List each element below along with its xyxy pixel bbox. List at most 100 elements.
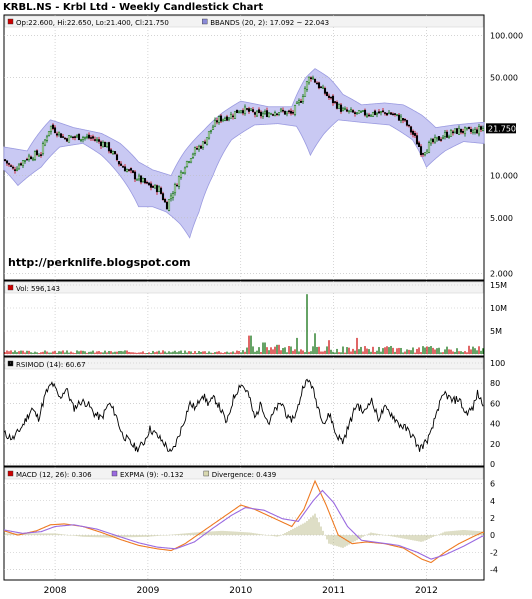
candle-body: [241, 110, 245, 114]
volume-bar: [98, 351, 100, 354]
divergence-bar: [122, 535, 124, 538]
divergence-bar: [428, 535, 430, 539]
candle-body: [393, 113, 397, 115]
divergence-bar: [188, 533, 190, 536]
divergence-bar: [262, 534, 264, 536]
candle-body: [309, 77, 313, 80]
volume-bar: [254, 351, 256, 354]
candle-body: [361, 110, 365, 112]
divergence-bar: [252, 532, 254, 536]
divergence-bar: [42, 533, 44, 536]
divergence-bar: [224, 530, 226, 536]
volume-bar: [96, 351, 98, 354]
candle-body: [417, 142, 421, 147]
candle-body: [291, 111, 295, 114]
divergence-bar: [292, 528, 294, 536]
candle-body: [343, 108, 347, 111]
price-legend-bar: [4, 15, 484, 28]
volume-bar: [194, 351, 196, 354]
divergence-bar: [426, 535, 428, 540]
volume-bar: [22, 350, 24, 354]
x-tick-label: 2008: [44, 586, 67, 596]
volume-bar: [172, 351, 174, 354]
divergence-bar: [84, 535, 86, 537]
volume-bar: [348, 347, 350, 354]
volume-bar: [236, 350, 238, 354]
volume-bar: [300, 349, 302, 354]
divergence-bar: [302, 523, 304, 536]
volume-bar: [338, 352, 340, 354]
candle-body: [229, 114, 233, 119]
divergence-bar: [468, 530, 470, 536]
candle-body: [299, 100, 303, 103]
volume-bar: [6, 350, 8, 354]
divergence-bar: [430, 535, 432, 538]
candle-body: [451, 131, 455, 134]
volume-bar: [294, 349, 296, 354]
volume-bar: [260, 352, 262, 354]
volume-bar: [468, 345, 470, 354]
divergence-bar: [248, 532, 250, 536]
y-tick-label: 20: [490, 440, 500, 449]
volume-bar: [410, 350, 412, 354]
divergence-bar: [388, 535, 390, 536]
divergence-bar: [162, 535, 164, 536]
volume-bar: [284, 347, 286, 354]
divergence-bar: [208, 531, 210, 536]
divergence-bar: [244, 532, 246, 536]
volume-bar: [150, 353, 152, 354]
volume-bar: [24, 352, 26, 354]
volume-legend-bar: [4, 281, 484, 294]
candle-body: [365, 114, 369, 117]
legend-swatch: [203, 470, 209, 477]
candle-body: [193, 147, 197, 154]
divergence-bar: [70, 535, 72, 536]
volume-bar: [404, 351, 406, 354]
divergence-bar: [56, 533, 58, 536]
divergence-bar: [274, 535, 276, 537]
candle-body: [189, 158, 193, 163]
candle-body: [57, 131, 61, 135]
candle-body: [377, 111, 381, 114]
divergence-bar: [266, 535, 268, 536]
volume-bar: [38, 353, 40, 354]
divergence-bar: [364, 535, 366, 536]
candle-body: [467, 126, 471, 129]
volume-bar: [68, 352, 70, 354]
volume-bar: [382, 348, 384, 354]
candle-body: [219, 115, 223, 122]
candle-body: [277, 112, 281, 115]
volume-bar: [324, 350, 326, 354]
volume-bar: [336, 348, 338, 354]
volume-bar: [142, 351, 144, 354]
divergence-bar: [438, 534, 440, 536]
divergence-bar: [172, 534, 174, 536]
divergence-bar: [332, 535, 334, 545]
divergence-bar: [466, 530, 468, 536]
volume-bar: [138, 352, 140, 354]
candle-body: [353, 112, 357, 114]
divergence-bar: [242, 532, 244, 536]
divergence-bar: [240, 531, 242, 536]
divergence-bar: [330, 535, 332, 545]
divergence-bar: [90, 535, 92, 538]
y-tick-label: 10M: [490, 304, 507, 313]
divergence-bar: [206, 531, 208, 536]
divergence-bar: [58, 533, 60, 536]
candle-body: [153, 184, 157, 189]
y-tick-label: 6: [490, 480, 495, 489]
divergence-bar: [124, 535, 126, 538]
divergence-bar: [400, 535, 402, 539]
candle-body: [93, 139, 97, 141]
volume-bar: [64, 352, 66, 354]
divergence-bar: [326, 535, 328, 540]
y-tick-label: 60: [490, 399, 500, 408]
volume-bar: [298, 351, 300, 354]
y-tick-label: 50.000: [490, 74, 518, 83]
volume-bar: [270, 347, 272, 354]
divergence-bar: [340, 535, 342, 548]
volume-bar: [238, 350, 240, 354]
volume-bar: [116, 351, 118, 354]
divergence-bar: [406, 535, 408, 540]
candle-body: [263, 111, 267, 114]
